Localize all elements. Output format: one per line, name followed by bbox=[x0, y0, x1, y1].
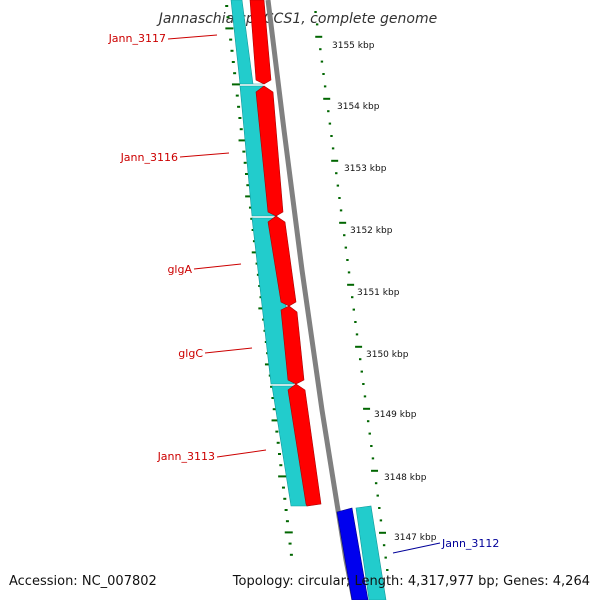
gene-label-leader bbox=[179, 152, 230, 158]
gene-label[interactable]: Jann_3116 bbox=[120, 151, 178, 164]
kbp-tick-label: 3148 kbp bbox=[384, 473, 427, 483]
genes-label: Genes: bbox=[503, 574, 549, 589]
gene-labels: Jann_3117 Jann_3116 glgA glgC Jann_3113 Jann_… bbox=[108, 32, 499, 554]
map-title: Jannaschia sp. CCS1, complete genome bbox=[156, 11, 437, 27]
genes-value: 4,264 bbox=[552, 574, 590, 589]
kbp-tick-label: 3150 kbp bbox=[366, 350, 409, 360]
kbp-tick-label: 3154 kbp bbox=[337, 102, 380, 112]
cds-glgc[interactable] bbox=[280, 305, 305, 385]
outer-tick-track bbox=[314, 11, 389, 571]
cds-glga[interactable] bbox=[267, 215, 297, 307]
gene-label-leader bbox=[392, 542, 441, 554]
gene-label[interactable]: Jann_3117 bbox=[108, 32, 166, 45]
cds-jann-3113[interactable] bbox=[287, 383, 322, 507]
gene-label-leader bbox=[216, 449, 267, 458]
kbp-tick-label: 3153 kbp bbox=[344, 164, 387, 174]
reverse-gene-track bbox=[230, 0, 308, 507]
genome-stats: Topology: circular; Length: 4,317,977 bp… bbox=[232, 574, 590, 589]
gene-label-leader bbox=[167, 34, 218, 40]
gene-label-leader bbox=[193, 263, 242, 270]
gene-label-leader bbox=[204, 347, 253, 354]
accession-label: Accession: bbox=[9, 574, 78, 589]
accession-value: NC_007802 bbox=[81, 574, 157, 589]
forward-track bbox=[336, 505, 387, 600]
length-label: Length: bbox=[354, 574, 404, 589]
kbp-scale: 3155 kbp 3154 kbp 3153 kbp 3152 kbp 3151 kbp… bbox=[332, 41, 437, 543]
accession-info: Accession: NC_007802 bbox=[9, 574, 157, 589]
cds-jann-3117[interactable] bbox=[249, 0, 272, 85]
cds-jann-3116[interactable] bbox=[255, 85, 284, 217]
gene-glga[interactable] bbox=[251, 217, 295, 385]
reverse-cds-track bbox=[249, 0, 322, 507]
gene-label[interactable]: Jann_3112 bbox=[441, 537, 499, 550]
gene-label[interactable]: glgC bbox=[178, 347, 203, 360]
gene-jann-3117[interactable] bbox=[230, 0, 263, 85]
kbp-tick-label: 3147 kbp bbox=[394, 533, 437, 543]
topology-label: Topology: bbox=[232, 574, 294, 589]
kbp-tick-label: 3152 kbp bbox=[350, 226, 393, 236]
topology-value: circular bbox=[297, 574, 346, 589]
kbp-tick-label: 3149 kbp bbox=[374, 410, 417, 420]
length-value: 4,317,977 bp bbox=[407, 574, 495, 589]
gene-jann-3112[interactable] bbox=[355, 505, 387, 600]
gene-label[interactable]: Jann_3113 bbox=[157, 450, 215, 463]
gene-label[interactable]: glgA bbox=[167, 263, 192, 276]
kbp-tick-label: 3155 kbp bbox=[332, 41, 375, 51]
cds-jann-3112[interactable] bbox=[336, 507, 369, 600]
kbp-tick-label: 3151 kbp bbox=[357, 288, 400, 298]
